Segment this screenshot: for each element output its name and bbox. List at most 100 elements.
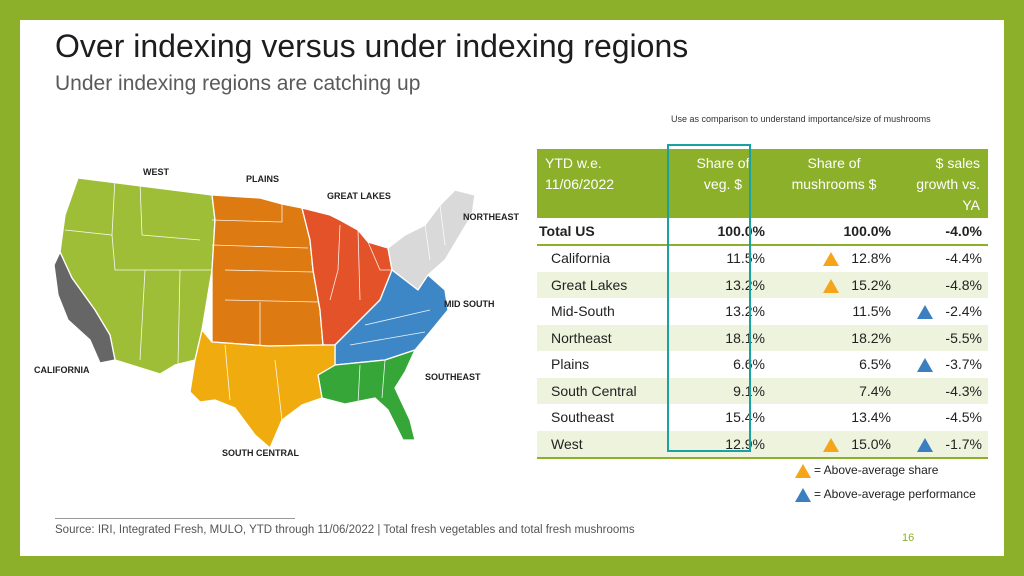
share-veg-cell: 9.1% xyxy=(675,377,771,405)
region-name-cell-value: Total US xyxy=(539,222,595,239)
region-name-cell-value: South Central xyxy=(551,382,637,399)
region-name-cell-value: California xyxy=(551,250,611,267)
share-mushrooms-cell: 11.5% xyxy=(771,298,897,325)
sales-growth-cell: -1.7% xyxy=(897,430,988,459)
sales-growth-cell: -3.7% xyxy=(897,351,988,378)
share-veg-cell-value: 12.9% xyxy=(725,435,765,452)
region-share-table: YTD w.e. 11/06/2022 Share of veg. $ Shar… xyxy=(537,149,988,459)
map-label-california: CALIFORNIA xyxy=(34,365,90,375)
share-veg-cell: 12.9% xyxy=(675,430,771,459)
table-row: Northeast 18.1% 18.2% -5.5% xyxy=(537,324,988,352)
us-regions-map xyxy=(53,177,476,449)
map-label-south-central: SOUTH CENTRAL xyxy=(222,448,299,458)
slide: Over indexing versus under indexing regi… xyxy=(20,20,1004,556)
share-mushrooms-cell-value: 15.2% xyxy=(851,276,891,293)
header-share-mushrooms: Share of mushrooms $ xyxy=(771,149,897,218)
share-veg-cell-value: 13.2% xyxy=(725,276,765,293)
orange-triangle-icon xyxy=(823,278,840,293)
region-south-central xyxy=(189,329,336,449)
share-mushrooms-cell: 6.5% xyxy=(771,351,897,378)
header-sales-growth: $ sales growth vs. YA xyxy=(897,149,988,218)
region-name-cell-value: Great Lakes xyxy=(551,276,628,293)
share-veg-cell: 13.2% xyxy=(675,271,771,299)
share-mushrooms-cell: 12.8% xyxy=(771,244,897,272)
legend-above-average-performance: = Above-average performance xyxy=(795,487,976,502)
share-mushrooms-cell-value: 12.8% xyxy=(851,250,891,267)
sales-growth-cell-value: -4.4% xyxy=(945,250,982,267)
map-label-great-lakes: GREAT LAKES xyxy=(327,191,391,201)
region-name-cell: Southeast xyxy=(537,404,675,431)
region-name-cell: Total US xyxy=(537,218,675,246)
blue-triangle-icon xyxy=(917,358,934,373)
share-veg-cell-value: 11.5% xyxy=(726,250,765,267)
region-name-cell-value: Mid-South xyxy=(551,303,615,320)
region-name-cell: Northeast xyxy=(537,324,675,352)
source-note: Source: IRI, Integrated Fresh, MULO, YTD… xyxy=(55,524,635,536)
share-mushrooms-cell-value: 6.5% xyxy=(859,356,891,373)
legend-above-average-share: = Above-average share xyxy=(795,463,938,478)
sales-growth-cell: -4.0% xyxy=(897,218,988,246)
table-row: Great Lakes 13.2% 15.2% -4.8% xyxy=(537,271,988,299)
share-veg-cell-value: 100.0% xyxy=(717,222,765,239)
share-mushrooms-cell-value: 11.5% xyxy=(852,303,891,320)
share-mushrooms-cell-value: 100.0% xyxy=(843,222,891,239)
blue-triangle-icon xyxy=(917,305,934,320)
share-veg-cell: 100.0% xyxy=(675,218,771,246)
table-row-total: Total US 100.0% 100.0% -4.0% xyxy=(537,218,988,246)
sales-growth-cell-value: -3.7% xyxy=(945,356,982,373)
region-southeast xyxy=(317,349,416,441)
map-label-northeast: NORTHEAST xyxy=(463,212,519,222)
share-mushrooms-cell: 15.2% xyxy=(771,271,897,299)
map-label-plains: PLAINS xyxy=(246,174,280,184)
table-row: Mid-South 13.2% 11.5% -2.4% xyxy=(537,298,988,325)
region-name-cell-value: West xyxy=(551,435,583,452)
region-west xyxy=(59,177,216,375)
slide-subtitle: Under indexing regions are catching up xyxy=(55,72,421,95)
map-label-southeast: SOUTHEAST xyxy=(425,372,481,382)
orange-triangle-icon xyxy=(823,437,840,452)
sales-growth-cell-value: -4.8% xyxy=(945,276,982,293)
table-row: South Central 9.1% 7.4% -4.3% xyxy=(537,377,988,405)
map-label-west: WEST xyxy=(143,167,169,177)
sales-growth-cell-value: -4.0% xyxy=(945,222,982,239)
share-of-veg-highlight-box xyxy=(667,144,751,452)
sales-growth-cell-value: -2.4% xyxy=(945,303,982,320)
region-name-cell-value: Northeast xyxy=(551,329,612,346)
map-label-mid-south: MID SOUTH xyxy=(444,299,495,309)
share-mushrooms-cell: 13.4% xyxy=(771,404,897,431)
region-name-cell: West xyxy=(537,430,675,459)
page-number: 16 xyxy=(902,532,915,544)
sales-growth-cell: -4.8% xyxy=(897,271,988,299)
share-mushrooms-cell-value: 13.4% xyxy=(851,409,891,426)
table-row: Southeast 15.4% 13.4% -4.5% xyxy=(537,404,988,431)
sales-growth-cell-value: -4.3% xyxy=(945,382,982,399)
sales-growth-cell: -4.5% xyxy=(897,404,988,431)
share-veg-cell: 18.1% xyxy=(675,324,771,352)
share-mushrooms-cell: 7.4% xyxy=(771,377,897,405)
region-name-cell: Great Lakes xyxy=(537,271,675,299)
source-divider xyxy=(55,518,295,519)
region-name-cell: California xyxy=(537,244,675,272)
share-mushrooms-cell: 100.0% xyxy=(771,218,897,246)
table-header-row: YTD w.e. 11/06/2022 Share of veg. $ Shar… xyxy=(537,149,988,218)
region-northeast xyxy=(387,189,476,291)
share-mushrooms-cell-value: 7.4% xyxy=(859,382,891,399)
sales-growth-cell: -4.3% xyxy=(897,377,988,405)
orange-triangle-icon xyxy=(795,463,811,478)
sales-growth-cell-value: -1.7% xyxy=(945,435,982,452)
share-veg-cell: 13.2% xyxy=(675,298,771,325)
slide-title: Over indexing versus under indexing regi… xyxy=(55,28,689,64)
share-veg-cell-value: 13.2% xyxy=(725,303,765,320)
share-mushrooms-cell: 15.0% xyxy=(771,430,897,459)
share-mushrooms-cell-value: 18.2% xyxy=(851,329,891,346)
share-veg-cell: 6.6% xyxy=(675,351,771,378)
blue-triangle-icon xyxy=(795,487,811,502)
share-veg-cell: 15.4% xyxy=(675,404,771,431)
share-veg-cell: 11.5% xyxy=(675,244,771,272)
sales-growth-cell: -5.5% xyxy=(897,324,988,352)
share-mushrooms-cell-value: 15.0% xyxy=(851,435,891,452)
table-row: Plains 6.6% 6.5% -3.7% xyxy=(537,351,988,378)
region-name-cell: Mid-South xyxy=(537,298,675,325)
blue-triangle-icon xyxy=(917,437,934,452)
region-california xyxy=(53,251,116,364)
